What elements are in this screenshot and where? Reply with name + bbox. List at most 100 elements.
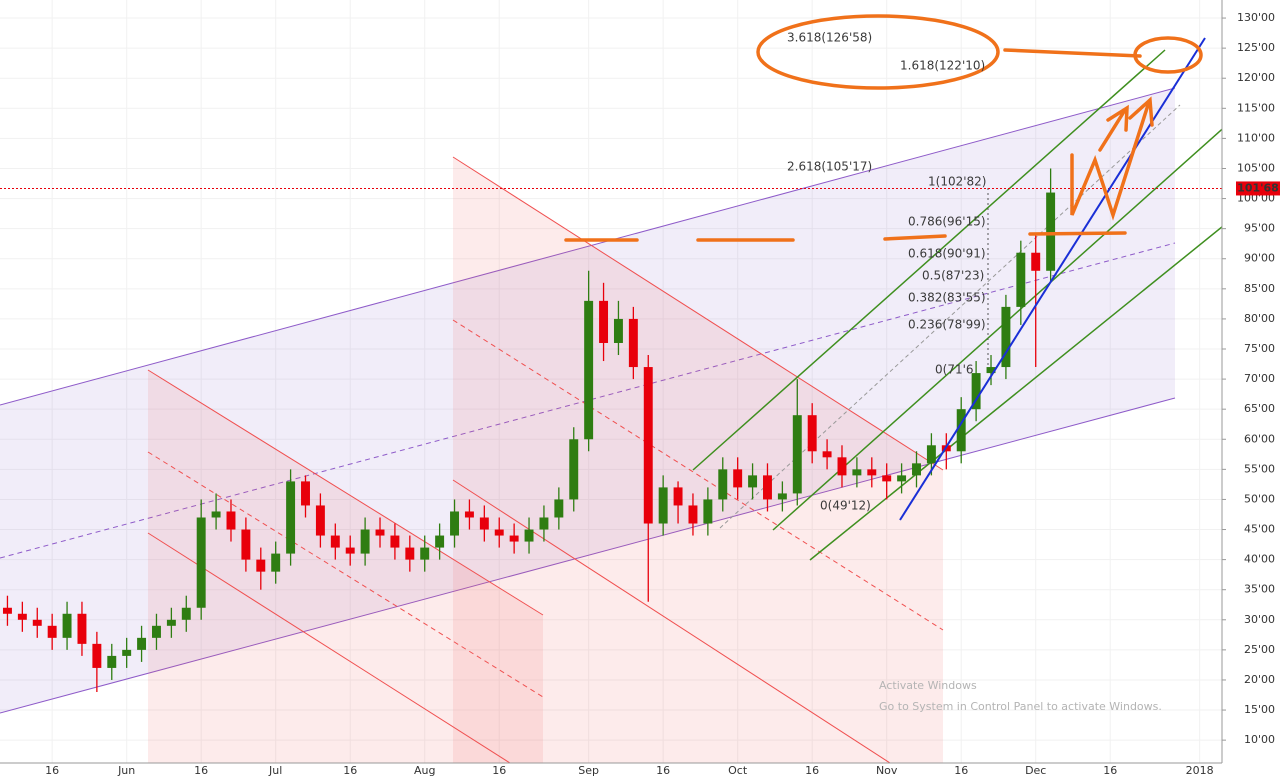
y-axis-bg xyxy=(1222,0,1280,778)
trend-line xyxy=(899,37,1206,521)
candle-body xyxy=(17,613,27,620)
fib-label: 0(71'6 xyxy=(935,363,974,377)
x-tick-label: 16 xyxy=(492,764,506,777)
candle-body xyxy=(122,649,132,656)
sketch-arrow xyxy=(1070,96,1154,221)
candle-body xyxy=(613,318,623,343)
last-price-tag xyxy=(1236,181,1280,196)
fib-label: 0.5(87'23) xyxy=(922,269,984,283)
candle-body xyxy=(867,469,877,476)
overlay: 3.618(126'58) 1.618(122'10) 2.618(105'17) 1… xyxy=(564,14,1206,521)
x-tick-label: Oct xyxy=(728,764,748,777)
sketch-line xyxy=(564,231,1127,242)
watermark-text: Go to System in Control Panel to activat… xyxy=(879,700,1162,713)
candle-body xyxy=(181,607,191,620)
sketch-line xyxy=(1003,48,1142,58)
x-axis-bg xyxy=(0,763,1280,778)
y-tick-label: 85'00 xyxy=(1244,282,1275,295)
x-tick-label: Nov xyxy=(876,764,898,777)
candle-body xyxy=(435,535,445,548)
fib-label: 2.618(105'17) xyxy=(787,160,872,174)
fib-label: 1.618(122'10) xyxy=(900,59,985,73)
candle-body xyxy=(926,445,936,464)
candle-body xyxy=(152,625,161,638)
candle-body xyxy=(599,300,609,343)
x-tick-label: Jul xyxy=(268,764,282,777)
candle-body xyxy=(912,463,921,476)
candle-body xyxy=(882,475,892,482)
x-tick-label: Sep xyxy=(578,764,599,777)
candle-body xyxy=(733,469,743,488)
x-tick-label: 16 xyxy=(1103,764,1117,777)
y-tick-label: 65'00 xyxy=(1244,402,1275,415)
candle-body xyxy=(315,505,325,536)
candle-body xyxy=(1046,192,1056,271)
y-tick-label: 45'00 xyxy=(1244,523,1275,536)
y-tick-label: 55'00 xyxy=(1244,462,1275,475)
candle-body xyxy=(137,637,147,650)
channel-line xyxy=(452,156,944,471)
y-tick-label: 90'00 xyxy=(1244,252,1275,265)
candle-body xyxy=(256,559,266,572)
candle-body xyxy=(92,643,102,668)
candles xyxy=(2,168,1056,692)
channel-line xyxy=(452,479,891,764)
candle-body xyxy=(1001,306,1011,368)
y-tick-label: 115'00 xyxy=(1237,101,1275,114)
channel-mid xyxy=(147,451,544,698)
candle-body xyxy=(509,535,519,542)
fib-label: 0.786(96'15) xyxy=(908,215,986,229)
candle-body xyxy=(852,469,862,476)
candle-body xyxy=(956,409,966,452)
y-tick-label: 80'00 xyxy=(1244,312,1275,325)
y-tick-label: 120'00 xyxy=(1237,71,1275,84)
candle-body xyxy=(718,469,728,500)
x-tick-label: 16 xyxy=(805,764,819,777)
y-tick-label: 70'00 xyxy=(1244,372,1275,385)
candle-body xyxy=(539,517,549,530)
candle-body xyxy=(777,493,787,500)
candle-body xyxy=(897,475,907,482)
candle-body xyxy=(643,367,653,524)
y-tick-label: 75'00 xyxy=(1244,342,1275,355)
candle-body xyxy=(166,619,176,626)
candle-body xyxy=(271,553,281,572)
candle-body xyxy=(673,487,683,506)
channel-mid xyxy=(0,242,1176,559)
candle-body xyxy=(628,318,638,368)
candle-body xyxy=(2,607,12,614)
trend-line xyxy=(692,49,1166,471)
axes: 130'00125'00120'00115'00110'00105'00100'… xyxy=(45,11,1280,777)
candle-body xyxy=(211,511,221,518)
y-tick-label: 105'00 xyxy=(1237,161,1275,174)
candle-body xyxy=(479,517,489,530)
candle-body xyxy=(77,613,87,644)
candle-body xyxy=(524,529,534,542)
candle-body xyxy=(390,535,400,548)
y-tick-label: 15'00 xyxy=(1244,703,1275,716)
trend-line xyxy=(719,104,1181,529)
channel-fill xyxy=(453,157,943,763)
x-tick-label: 2018 xyxy=(1186,764,1214,777)
candle-body xyxy=(658,487,668,524)
x-tick-label: 16 xyxy=(656,764,670,777)
sketch-ellipse xyxy=(1133,36,1203,74)
fib-label: 0(49'12) xyxy=(820,499,871,513)
candle-body xyxy=(688,505,698,524)
candle-body xyxy=(345,547,355,554)
candle-body xyxy=(32,619,42,626)
candle-body xyxy=(226,511,236,530)
candle-body xyxy=(450,511,459,536)
fib-label: 1(102'82) xyxy=(928,175,986,189)
y-tick-label: 10'00 xyxy=(1244,733,1275,746)
candle-body xyxy=(822,451,832,458)
candle-body xyxy=(986,367,996,374)
candle-body xyxy=(405,547,415,560)
candle-body xyxy=(375,529,385,536)
y-tick-label: 50'00 xyxy=(1244,492,1275,505)
fib-label: 0.236(78'99) xyxy=(908,318,986,332)
y-tick-label: 60'00 xyxy=(1244,432,1275,445)
candle-body xyxy=(569,439,579,500)
channel-line xyxy=(147,532,511,764)
